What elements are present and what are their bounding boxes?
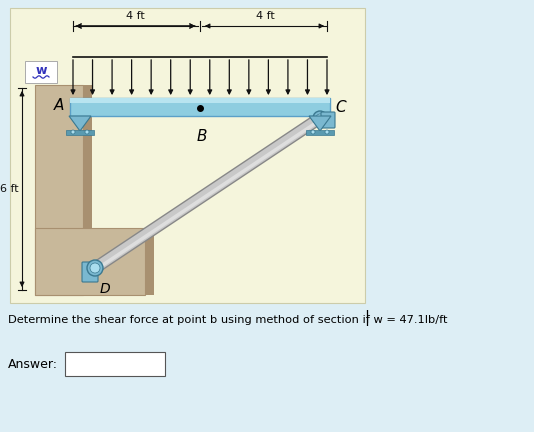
Bar [35, 228, 145, 295]
FancyBboxPatch shape [321, 112, 335, 128]
Circle shape [85, 130, 89, 134]
Text: 4 ft: 4 ft [256, 11, 274, 21]
Circle shape [313, 111, 327, 125]
Text: Answer:: Answer: [8, 359, 58, 372]
Text: 4 ft: 4 ft [125, 11, 144, 21]
Circle shape [325, 130, 329, 134]
Text: w: w [35, 64, 47, 77]
Text: D: D [100, 282, 111, 296]
Bar [35, 85, 83, 295]
Polygon shape [309, 116, 331, 131]
FancyBboxPatch shape [82, 262, 98, 282]
Polygon shape [69, 116, 91, 131]
Circle shape [316, 114, 324, 122]
FancyBboxPatch shape [25, 61, 57, 83]
Bar [306, 130, 334, 135]
Bar [145, 228, 154, 295]
Circle shape [311, 130, 315, 134]
Circle shape [90, 263, 100, 273]
Text: B: B [197, 129, 207, 144]
Text: C: C [335, 99, 345, 114]
Bar [66, 130, 94, 135]
Bar [83, 85, 92, 295]
Bar [70, 98, 330, 116]
Text: Determine the shear force at point b using method of section if w = 47.1lb/ft: Determine the shear force at point b usi… [8, 315, 447, 325]
Text: |: | [364, 310, 370, 326]
Circle shape [71, 130, 75, 134]
Bar [10, 8, 365, 303]
Text: A: A [53, 98, 64, 112]
Bar [65, 352, 165, 376]
Text: 6 ft: 6 ft [1, 184, 19, 194]
Circle shape [87, 260, 103, 276]
Bar [70, 98, 330, 103]
